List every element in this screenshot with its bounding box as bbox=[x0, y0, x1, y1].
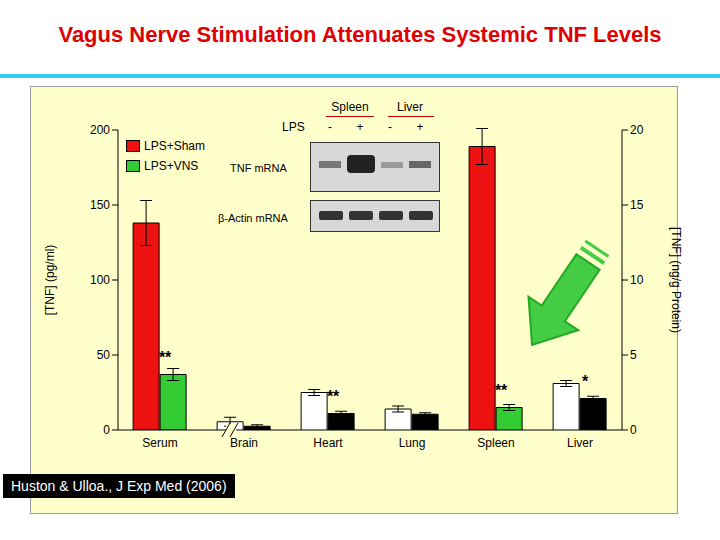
html-text:LPS+Sham: LPS+Sham bbox=[144, 139, 205, 153]
svg-text:Lung: Lung bbox=[399, 436, 426, 450]
svg-text:0: 0 bbox=[630, 423, 637, 437]
svg-text:**: ** bbox=[327, 388, 340, 405]
svg-text:**: ** bbox=[159, 349, 172, 366]
svg-text:15: 15 bbox=[630, 198, 644, 212]
svg-text:Liver: Liver bbox=[567, 436, 593, 450]
svg-text:**: ** bbox=[495, 382, 508, 399]
svg-text:Spleen: Spleen bbox=[477, 436, 514, 450]
svg-text:150: 150 bbox=[90, 198, 110, 212]
html-text:TNF mRNA: TNF mRNA bbox=[230, 162, 287, 174]
html-text:LPS+VNS: LPS+VNS bbox=[144, 159, 199, 173]
html-text:Vagus Nerve Stimulation Attenu: Vagus Nerve Stimulation Attenuates Syste… bbox=[58, 22, 662, 47]
svg-text:Brain: Brain bbox=[230, 436, 258, 450]
svg-text:10: 10 bbox=[630, 273, 644, 287]
html-text:β-Actin mRNA: β-Actin mRNA bbox=[218, 212, 288, 224]
svg-text:5: 5 bbox=[630, 348, 637, 362]
svg-text:200: 200 bbox=[90, 123, 110, 137]
svg-text:0: 0 bbox=[103, 423, 110, 437]
svg-text:*: * bbox=[582, 373, 589, 390]
svg-text:100: 100 bbox=[90, 273, 110, 287]
svg-text:Serum: Serum bbox=[142, 436, 177, 450]
svg-text:20: 20 bbox=[630, 123, 644, 137]
html-text:Spleen: Spleen bbox=[331, 100, 369, 114]
html-text:Huston & Ulloa., J Exp Med (20: Huston & Ulloa., J Exp Med (2006) bbox=[11, 478, 227, 494]
svg-text:Heart: Heart bbox=[313, 436, 343, 450]
svg-text:50: 50 bbox=[97, 348, 111, 362]
html-text:LPS: LPS bbox=[282, 120, 305, 134]
svg-text:[TNF] (ng/g Protein): [TNF] (ng/g Protein) bbox=[669, 227, 683, 333]
html-text:Liver: Liver bbox=[397, 100, 423, 114]
svg-text:[TNF] (pg/ml): [TNF] (pg/ml) bbox=[43, 245, 57, 316]
